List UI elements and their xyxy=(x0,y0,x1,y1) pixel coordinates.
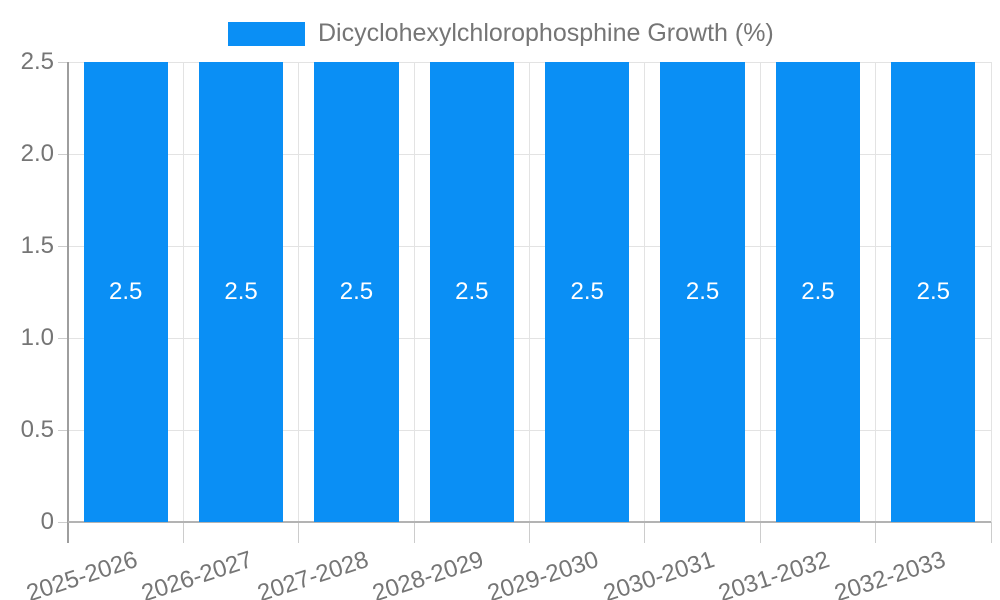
x-axis-tick xyxy=(298,522,300,543)
bar xyxy=(545,62,630,522)
x-tick-label: 2026-2027 xyxy=(138,546,257,600)
x-axis-tick xyxy=(990,522,992,543)
x-tick-label: 2027-2028 xyxy=(253,546,372,600)
v-gridline xyxy=(759,62,761,522)
bar-value-label: 2.5 xyxy=(455,278,489,305)
v-gridline xyxy=(990,62,992,522)
bar xyxy=(660,62,745,522)
bar-value-label: 2.5 xyxy=(801,278,835,305)
y-tick-label: 0 xyxy=(40,508,54,535)
y-axis-tick xyxy=(58,61,68,63)
x-axis-tick xyxy=(182,522,184,543)
legend-swatch xyxy=(228,21,305,46)
v-gridline xyxy=(182,62,184,522)
y-axis-tick xyxy=(58,153,68,155)
bar xyxy=(83,62,168,522)
y-axis-tick xyxy=(58,245,68,247)
bar xyxy=(198,62,284,522)
x-axis-tick xyxy=(529,522,530,543)
y-tick-label: 1.5 xyxy=(20,232,54,259)
y-axis-tick xyxy=(58,521,68,523)
bar xyxy=(429,62,514,522)
y-tick-label: 2.0 xyxy=(20,140,54,167)
x-axis-tick xyxy=(759,522,761,543)
x-tick-label: 2028-2029 xyxy=(369,546,487,600)
v-gridline xyxy=(413,62,415,522)
bar-value-label: 2.5 xyxy=(916,278,950,305)
bar-value-label: 2.5 xyxy=(108,278,143,305)
legend: Dicyclohexylchlorophosphine Growth (%) xyxy=(228,19,774,48)
y-axis-tick xyxy=(58,429,68,431)
x-tick-label: 2031-2032 xyxy=(715,546,833,600)
x-tick-label: 2029-2030 xyxy=(484,546,603,600)
x-axis-line xyxy=(68,521,991,523)
x-axis-tick xyxy=(875,522,877,543)
y-tick-label: 2.5 xyxy=(20,48,54,75)
v-gridline xyxy=(875,62,877,522)
x-axis-tick xyxy=(413,522,415,543)
bar xyxy=(775,62,861,522)
bar-value-label: 2.5 xyxy=(224,278,258,305)
v-gridline xyxy=(529,62,530,522)
bar xyxy=(891,62,976,522)
y-axis-line xyxy=(67,62,69,543)
y-tick-label: 0.5 xyxy=(20,416,54,443)
legend-label: Dicyclohexylchlorophosphine Growth (%) xyxy=(318,19,774,47)
y-axis-tick xyxy=(58,337,68,339)
x-axis-tick xyxy=(644,522,646,543)
v-gridline xyxy=(298,62,300,522)
bar-value-label: 2.5 xyxy=(339,278,374,305)
y-tick-label: 1.0 xyxy=(20,324,54,351)
bar xyxy=(314,62,399,522)
v-gridline xyxy=(644,62,646,522)
bar-value-label: 2.5 xyxy=(685,278,720,305)
x-tick-label: 2025-2026 xyxy=(23,546,141,600)
x-tick-label: 2032-2033 xyxy=(830,546,949,600)
bar-value-label: 2.5 xyxy=(570,278,604,305)
x-tick-label: 2030-2031 xyxy=(600,546,718,600)
